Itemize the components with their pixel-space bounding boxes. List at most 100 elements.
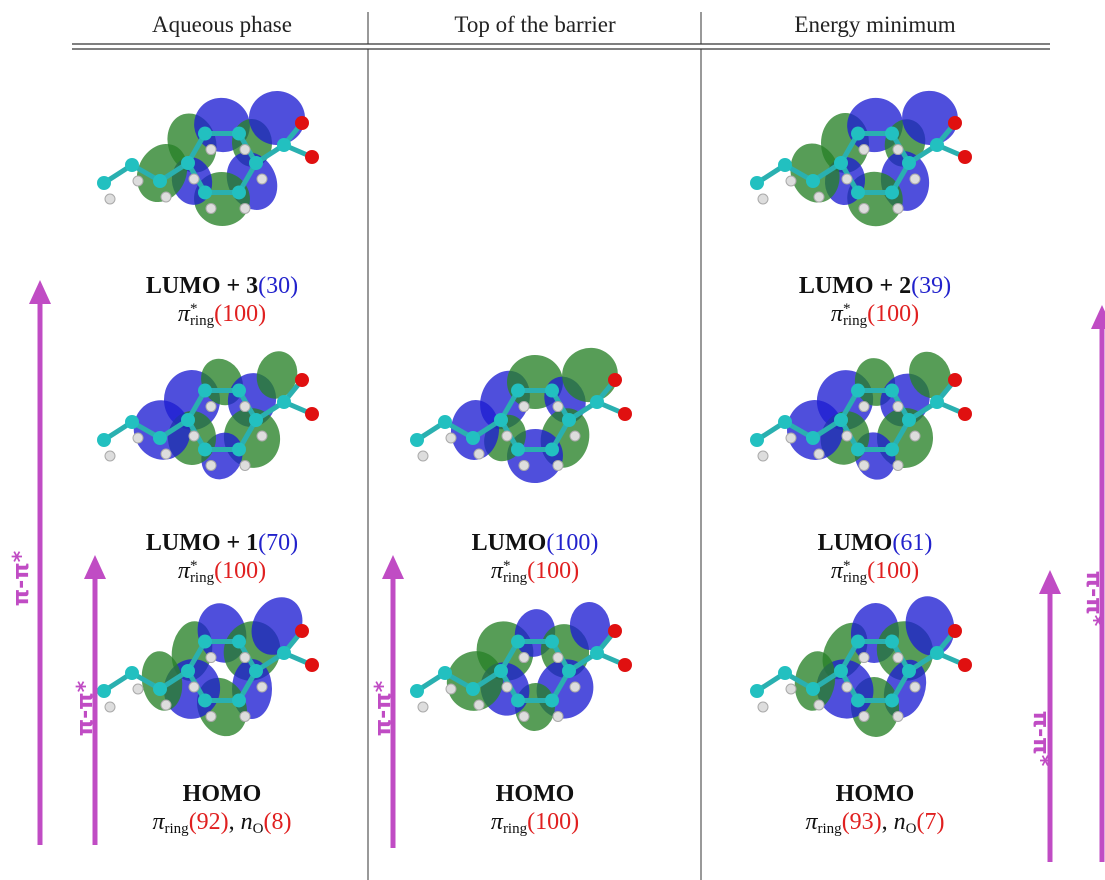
arrow-head <box>1039 570 1061 594</box>
hydrogen <box>161 449 171 459</box>
carbon <box>232 693 246 707</box>
hydrogen <box>105 451 115 461</box>
carbon <box>494 664 508 678</box>
orbital-character: π*ring(100) <box>715 558 1035 585</box>
orbital-name: LUMO + 1 <box>146 530 258 556</box>
carbon <box>125 158 139 172</box>
carbon <box>885 442 899 456</box>
hydrogen <box>814 192 824 202</box>
hydrogen <box>133 176 143 186</box>
hydrogen <box>814 700 824 710</box>
carbon <box>750 433 764 447</box>
arrow-head <box>29 280 51 304</box>
orbital-weight: (70) <box>258 530 298 556</box>
carbon <box>249 156 263 170</box>
carbon <box>97 176 111 190</box>
arrow-label: π-π* <box>1081 571 1105 626</box>
oxygen <box>618 407 632 421</box>
hydrogen <box>553 711 563 721</box>
carbon <box>806 431 820 445</box>
carbon <box>778 666 792 680</box>
hydrogen <box>418 451 428 461</box>
hydrogen <box>105 702 115 712</box>
subscript: ring <box>503 572 527 584</box>
hydrogen <box>519 653 529 663</box>
carbon <box>885 693 899 707</box>
hydrogen <box>240 711 250 721</box>
hydrogen <box>553 402 563 412</box>
orbital-label: HOMO <box>375 781 695 808</box>
orbital-label: LUMO(61) <box>715 530 1035 557</box>
carbon <box>511 693 525 707</box>
arrow-label: π-π* <box>73 681 98 736</box>
scripts: *ring <box>190 303 214 327</box>
orbital-name: HOMO <box>183 781 262 807</box>
carbon <box>410 433 424 447</box>
oxygen <box>608 624 622 638</box>
scripts: O <box>906 811 917 835</box>
carbon <box>930 646 944 660</box>
carbon <box>232 185 246 199</box>
hydrogen <box>893 653 903 663</box>
oxygen <box>948 373 962 387</box>
column-header: Energy minimum <box>725 12 1025 38</box>
character-weight: (7) <box>917 809 945 835</box>
hydrogen <box>133 684 143 694</box>
separator: , <box>229 809 241 835</box>
carbon <box>562 664 576 678</box>
carbon <box>511 384 525 398</box>
carbon <box>232 442 246 456</box>
oxygen <box>295 373 309 387</box>
character-weight: (100) <box>214 558 266 584</box>
hydrogen <box>786 433 796 443</box>
carbon <box>834 413 848 427</box>
hydrogen <box>893 145 903 155</box>
character-weight: (100) <box>867 558 919 584</box>
hydrogen <box>842 174 852 184</box>
oxygen <box>618 658 632 672</box>
figure-art <box>0 0 1105 880</box>
carbon <box>494 413 508 427</box>
carbon <box>851 693 865 707</box>
hydrogen <box>859 203 869 213</box>
oxygen <box>948 116 962 130</box>
hydrogen <box>859 402 869 412</box>
carbon <box>834 156 848 170</box>
carbon <box>198 185 212 199</box>
carbon <box>232 384 246 398</box>
orbital-label: LUMO + 1(70) <box>62 530 382 557</box>
orbital-label: HOMO <box>715 781 1035 808</box>
orbital-character: π*ring(100) <box>375 558 695 585</box>
orbital-label: LUMO + 2(39) <box>715 273 1035 300</box>
arrow-label: π-π* <box>9 551 34 606</box>
separator: , <box>882 809 894 835</box>
carbon <box>545 442 559 456</box>
hydrogen <box>910 682 920 692</box>
hydrogen <box>859 653 869 663</box>
hydrogen <box>257 431 267 441</box>
hydrogen <box>206 460 216 470</box>
character-symbol: π <box>491 558 503 584</box>
carbon <box>438 415 452 429</box>
hydrogen <box>758 702 768 712</box>
carbon <box>466 431 480 445</box>
oxygen <box>305 150 319 164</box>
hydrogen <box>240 203 250 213</box>
hydrogen <box>893 402 903 412</box>
carbon <box>930 138 944 152</box>
subscript: O <box>906 823 917 835</box>
carbon <box>181 156 195 170</box>
hydrogen <box>842 431 852 441</box>
carbon <box>778 415 792 429</box>
oxygen <box>958 658 972 672</box>
carbon <box>851 442 865 456</box>
subscript: ring <box>165 823 189 835</box>
carbon <box>902 156 916 170</box>
carbon <box>97 684 111 698</box>
hydrogen <box>502 431 512 441</box>
character-weight: (100) <box>214 301 266 327</box>
orbital-name: LUMO <box>818 530 893 556</box>
carbon <box>466 682 480 696</box>
hydrogen <box>502 682 512 692</box>
hydrogen <box>786 684 796 694</box>
